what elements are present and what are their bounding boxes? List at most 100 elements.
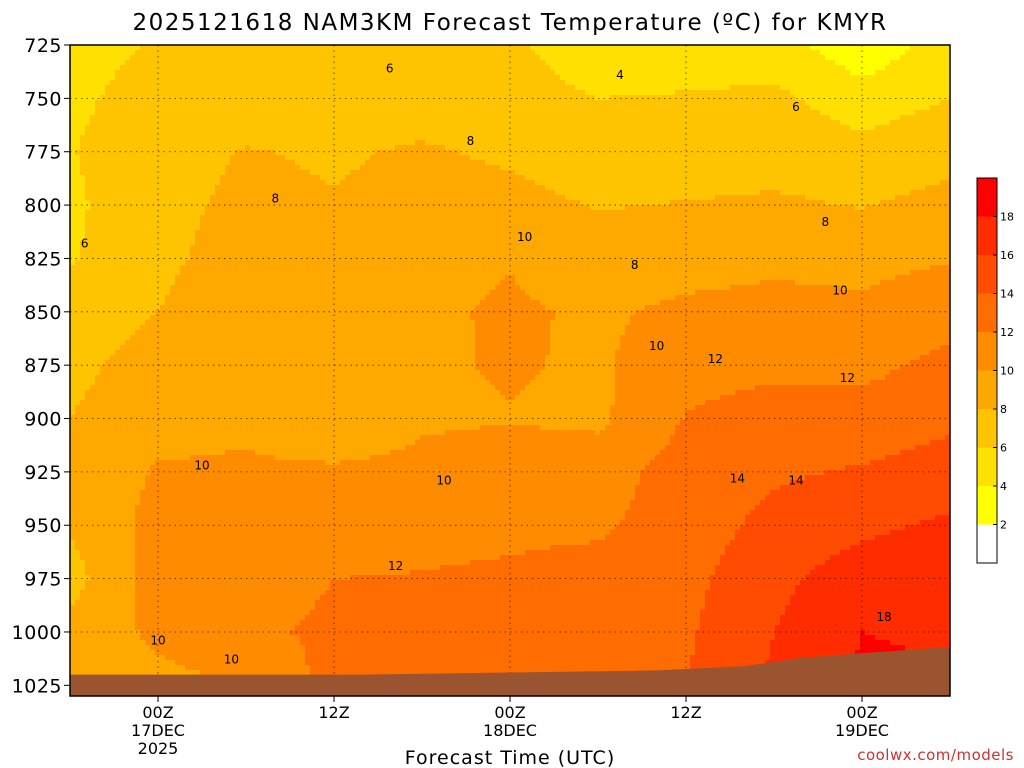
temperature-cell — [475, 350, 551, 356]
temperature-cell — [700, 610, 786, 616]
temperature-cell — [75, 405, 611, 411]
temperature-cell — [200, 225, 950, 231]
temperature-cell — [885, 65, 950, 71]
temperature-cell — [70, 120, 91, 126]
temperature-cell — [300, 165, 361, 171]
temperature-cell — [745, 515, 936, 521]
colorbar-label: 12 — [1000, 326, 1014, 339]
temperature-cell — [490, 380, 531, 386]
y-tick-label: 900 — [24, 409, 62, 431]
temperature-cell — [70, 130, 86, 136]
temperature-cell — [70, 495, 141, 501]
temperature-cell — [825, 560, 950, 566]
temperature-cell — [780, 620, 950, 626]
temperature-cell — [135, 625, 296, 631]
temperature-cell — [755, 505, 950, 511]
temperature-cell — [85, 565, 136, 571]
temperature-cell — [85, 185, 216, 191]
temperature-cell — [695, 645, 771, 651]
temperature-cell — [80, 145, 246, 151]
temperature-cell — [70, 615, 136, 621]
temperature-cell — [70, 610, 136, 616]
temperature-cell — [135, 605, 316, 611]
temperature-cell — [475, 320, 551, 326]
temperature-cell — [70, 355, 111, 361]
temperature-cell — [895, 275, 950, 281]
temperature-cell — [165, 295, 486, 301]
temperature-cell — [160, 305, 476, 311]
temperature-cell — [565, 195, 716, 201]
temperature-cell — [550, 350, 616, 356]
x-tick-label: 17DEC — [131, 721, 185, 740]
temperature-cell — [475, 360, 546, 366]
temperature-cell — [80, 555, 136, 561]
temperature-cell — [100, 365, 476, 371]
temperature-cell — [460, 150, 950, 156]
temperature-cell — [150, 465, 646, 471]
temperature-cell — [880, 200, 950, 206]
temperature-cell — [220, 175, 321, 181]
temperature-cell — [610, 410, 686, 416]
temperature-cell — [165, 655, 306, 661]
temperature-cell — [70, 460, 156, 466]
temperature-cell — [70, 190, 86, 196]
temperature-cell — [175, 660, 306, 666]
temperature-cell — [630, 505, 756, 511]
temperature-cell — [150, 315, 471, 321]
temperature-cell — [70, 590, 81, 596]
temperature-cell — [790, 90, 950, 96]
temperature-cell — [530, 380, 616, 386]
temperature-cell — [810, 45, 911, 51]
temperature-cell — [70, 605, 136, 611]
temperature-cell — [275, 150, 376, 156]
temperature-cell — [880, 280, 950, 286]
contour-label: 6 — [81, 237, 89, 251]
temperature-cell — [70, 210, 86, 216]
temperature-cell — [70, 225, 86, 231]
temperature-cell — [190, 255, 950, 261]
temperature-cell — [575, 85, 731, 91]
temperature-cell — [815, 565, 950, 571]
x-tick-label: 19DEC — [835, 721, 889, 740]
temperature-cell — [595, 95, 611, 101]
temperature-cell — [860, 630, 866, 636]
temperature-cell — [875, 535, 950, 541]
temperature-cell — [770, 650, 856, 656]
temperature-cell — [70, 125, 86, 131]
temperature-cell — [515, 275, 896, 281]
temperature-cell — [710, 585, 796, 591]
temperature-cell — [625, 205, 856, 211]
temperature-cell — [445, 145, 950, 151]
temperature-cell — [415, 140, 426, 146]
temperature-cell — [900, 55, 950, 61]
temperature-cell — [145, 480, 641, 486]
temperature-cell — [480, 425, 541, 431]
temperature-cell — [85, 560, 136, 566]
temperature-cell — [905, 50, 950, 56]
temperature-cell — [890, 60, 950, 66]
temperature-cell — [145, 485, 636, 491]
temperature-cell — [475, 330, 551, 336]
temperature-cell — [740, 525, 906, 531]
temperature-cell — [360, 165, 501, 171]
temperature-cell — [825, 55, 901, 61]
temperature-cell — [70, 180, 86, 186]
temperature-cell — [670, 200, 826, 206]
temperature-cell — [780, 615, 950, 621]
temperature-cell — [70, 525, 136, 531]
temperature-cell — [90, 115, 831, 121]
temperature-cell — [610, 420, 681, 426]
temperature-cell — [135, 505, 631, 511]
temperature-cell — [70, 400, 81, 406]
temperature-cell — [90, 205, 206, 211]
temperature-cell — [775, 625, 950, 631]
temperature-cell — [70, 475, 146, 481]
temperature-cell — [325, 460, 341, 466]
temperature-cell — [140, 490, 636, 496]
temperature-cell — [735, 390, 950, 396]
temperature-cell — [600, 430, 676, 436]
temperature-cell — [900, 365, 950, 371]
temperature-cell — [70, 510, 136, 516]
y-axis: 725 750 775 800 825 850 875 900 925 950 975 1000 102… — [12, 35, 70, 697]
temperature-cell — [845, 65, 886, 71]
